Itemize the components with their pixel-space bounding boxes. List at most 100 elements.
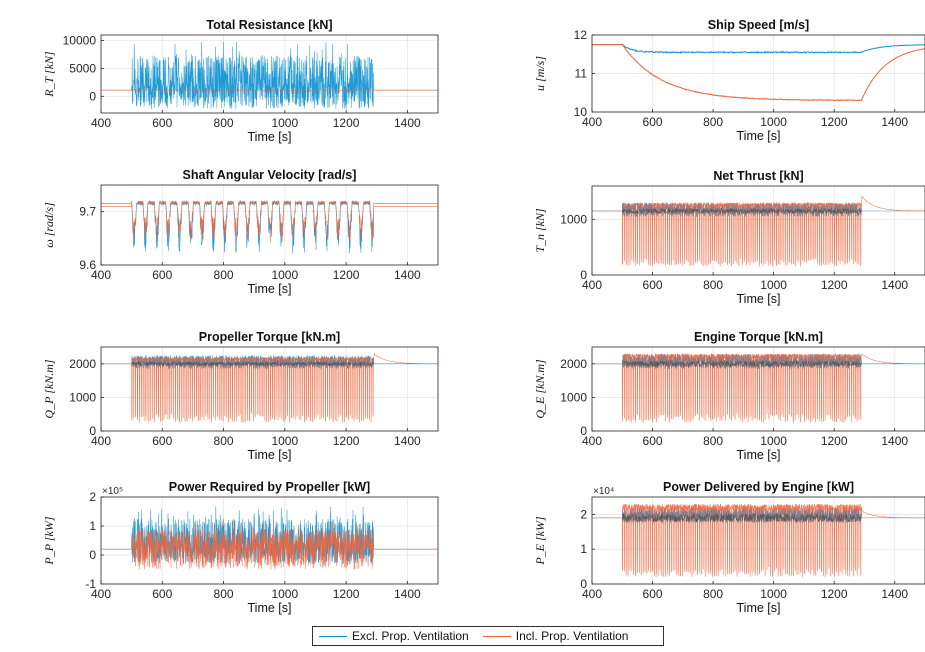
x-tick-label: 1400 xyxy=(394,587,421,601)
series-incl-line xyxy=(101,200,438,244)
x-tick-label: 1400 xyxy=(881,587,908,601)
axes-box xyxy=(100,34,439,114)
x-tick-label: 600 xyxy=(152,434,172,448)
x-tick-label: 600 xyxy=(643,434,663,448)
x-tick-label: 800 xyxy=(214,587,234,601)
series-excl-line xyxy=(592,43,925,54)
x-tick-label: 800 xyxy=(214,268,234,282)
x-tick-label: 400 xyxy=(582,278,602,292)
chart-title: Total Resistance [kN] xyxy=(206,18,332,32)
y-tick-label: -1 xyxy=(85,577,96,591)
x-tick-label: 400 xyxy=(91,587,111,601)
x-tick-label: 1400 xyxy=(394,268,421,282)
y-tick-label: 2000 xyxy=(560,357,587,371)
legend-item-incl: Incl. Prop. Ventilation xyxy=(482,629,629,643)
x-tick-label: 1200 xyxy=(821,115,848,129)
series-incl-line xyxy=(101,520,438,570)
legend-swatch-incl xyxy=(482,635,511,637)
chart-title: Ship Speed [m/s] xyxy=(708,18,809,32)
overlap-band xyxy=(131,360,374,367)
x-axis-label: Time [s] xyxy=(248,448,292,462)
x-tick-label: 1000 xyxy=(271,268,298,282)
chart-panel-6: 400 600 800 1000 1200 1400 0 1000 2000 Engine Tor… xyxy=(533,330,925,462)
x-tick-label: 400 xyxy=(91,268,111,282)
series-group xyxy=(592,195,925,267)
y-axis-label: P_E [kW] xyxy=(533,516,547,566)
chart-panel-1: 400 600 800 1000 1200 1400 0 5000 10000 Total Res… xyxy=(42,18,439,144)
y-tick-label: 1 xyxy=(580,542,587,556)
axes-box xyxy=(591,185,925,276)
y-tick-label: 9.7 xyxy=(79,205,96,219)
x-tick-label: 600 xyxy=(643,587,663,601)
y-tick-label: 0 xyxy=(580,577,587,591)
x-tick-label: 800 xyxy=(703,587,723,601)
y-axis-label: Q_E [kN.m] xyxy=(533,359,547,419)
series-group xyxy=(101,41,438,110)
x-tick-label: 800 xyxy=(214,434,234,448)
chart-panel-3: 400 600 800 1000 1200 1400 9.6 9.7 Shaft Angular… xyxy=(42,168,439,296)
chart-panel-4: 400 600 800 1000 1200 1400 0 1000 Net Thrust [kN… xyxy=(533,169,925,306)
y-tick-label: 0 xyxy=(89,548,96,562)
x-tick-label: 1200 xyxy=(333,268,360,282)
x-tick-label: 1200 xyxy=(333,434,360,448)
y-tick-label: 1000 xyxy=(69,390,96,404)
chart-panel-5: 400 600 800 1000 1200 1400 0 1000 2000 Propeller … xyxy=(42,330,439,462)
x-axis-label: Time [s] xyxy=(248,130,292,144)
series-incl-line xyxy=(592,352,925,424)
y-tick-label: 1 xyxy=(89,519,96,533)
y-tick-label: 0 xyxy=(89,424,96,438)
y-axis-label: u [m/s] xyxy=(533,56,547,91)
series-group xyxy=(592,43,925,102)
legend-swatch-excl xyxy=(319,635,347,637)
axes-box xyxy=(100,184,439,266)
y-tick-label: 9.6 xyxy=(79,258,96,272)
x-tick-label: 1200 xyxy=(821,434,848,448)
y-tick-label: 11 xyxy=(575,67,588,81)
x-axis-label: Time [s] xyxy=(737,448,781,462)
x-tick-label: 1000 xyxy=(760,278,787,292)
y-tick-label: 0 xyxy=(580,268,587,282)
y-tick-label: 10000 xyxy=(63,34,97,48)
y-tick-label: 5000 xyxy=(69,61,96,75)
y-axis-label: ω [rad/s] xyxy=(42,202,56,248)
x-tick-label: 1000 xyxy=(271,116,298,130)
y-axis-label: P_P [kW] xyxy=(42,516,56,565)
legend-item-excl: Excl. Prop. Ventilation xyxy=(319,629,469,643)
chart-title: Engine Torque [kN.m] xyxy=(694,330,823,344)
x-axis-label: Time [s] xyxy=(248,282,292,296)
series-group xyxy=(101,199,438,254)
x-axis-label: Time [s] xyxy=(737,601,781,615)
chart-title: Power Required by Propeller [kW] xyxy=(169,480,370,494)
series-excl-line xyxy=(101,199,438,254)
x-tick-label: 1400 xyxy=(881,434,908,448)
y-tick-label: 2000 xyxy=(69,357,96,371)
overlap-band xyxy=(622,359,862,368)
series-incl-line xyxy=(592,43,925,102)
series-group xyxy=(592,503,925,578)
y-tick-label: 0 xyxy=(89,89,96,103)
chart-title: Power Delivered by Engine [kW] xyxy=(663,480,854,494)
x-axis-label: Time [s] xyxy=(737,292,781,306)
axis-exponent: ×10⁴ xyxy=(593,486,614,497)
axes-box xyxy=(591,346,925,432)
x-tick-label: 1200 xyxy=(821,278,848,292)
y-tick-label: 10 xyxy=(574,105,588,119)
x-tick-label: 400 xyxy=(91,434,111,448)
x-tick-label: 800 xyxy=(214,116,234,130)
x-tick-label: 600 xyxy=(152,116,172,130)
series-incl-line xyxy=(592,195,925,267)
x-tick-label: 1000 xyxy=(760,587,787,601)
x-tick-label: 1400 xyxy=(394,116,421,130)
x-axis-label: Time [s] xyxy=(248,601,292,615)
legend-label-incl: Incl. Prop. Ventilation xyxy=(515,629,629,643)
y-axis-label: R_T [kN] xyxy=(42,51,56,98)
chart-panel-7: 400 600 800 1000 1200 1400 -1 0 1 2 ×10⁵ Power Requ… xyxy=(42,480,439,615)
x-tick-label: 1000 xyxy=(271,434,298,448)
series-incl-line xyxy=(101,88,438,92)
legend: Excl. Prop. Ventilation Incl. Prop. Vent… xyxy=(312,626,664,646)
x-tick-label: 800 xyxy=(703,115,723,129)
series-incl-line xyxy=(592,503,925,578)
x-tick-label: 600 xyxy=(643,278,663,292)
x-tick-label: 1200 xyxy=(333,116,360,130)
